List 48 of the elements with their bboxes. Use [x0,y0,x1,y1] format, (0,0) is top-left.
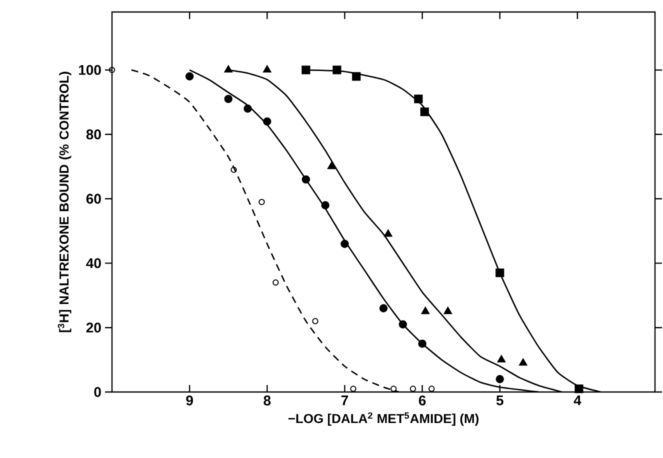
point [340,240,349,248]
x-tick-label: 6 [418,396,426,406]
y-tick-label: 60 [86,194,101,204]
point [327,162,336,170]
point [230,166,237,173]
y-axis-title: [$^{3}$H] NALTREXONE BOUND (% CONTROL) [58,72,72,332]
point [258,198,265,206]
y-tick-label: 0 [94,387,101,397]
point [332,66,342,74]
point [321,201,330,210]
point [444,306,452,314]
point [379,304,388,312]
point [312,318,318,324]
point [263,117,272,126]
x-tick-label: 9 [186,396,193,406]
point [350,386,356,392]
point [518,358,528,366]
y-tick-label: 100 [78,64,101,75]
point [384,230,392,237]
point [352,72,361,81]
x-tick-label: 4 [574,396,582,406]
point [414,94,423,104]
x-tick-label: 7 [341,396,348,406]
point [224,94,232,104]
point [418,340,426,348]
point [428,386,435,392]
point [420,108,429,116]
y-tick-label: 20 [86,322,101,333]
point [421,306,430,314]
point [496,268,504,278]
point [574,384,584,394]
y-tick-label: 80 [86,129,101,140]
point [410,386,416,392]
y-tick-label: 40 [86,258,101,268]
x-tick-label: 8 [264,396,271,406]
point [263,65,272,73]
point [302,66,310,74]
point [185,72,194,80]
point [496,375,504,384]
point [244,104,252,113]
point [398,320,407,328]
x-tick-label: 5 [496,396,504,406]
point [497,355,506,362]
point [390,386,397,392]
point [302,175,310,184]
x-axis-title: −LOG [DALA$^{2}$ MET$^{5}$AMIDE] (M) [288,412,478,426]
point [272,279,279,286]
point [224,65,232,73]
